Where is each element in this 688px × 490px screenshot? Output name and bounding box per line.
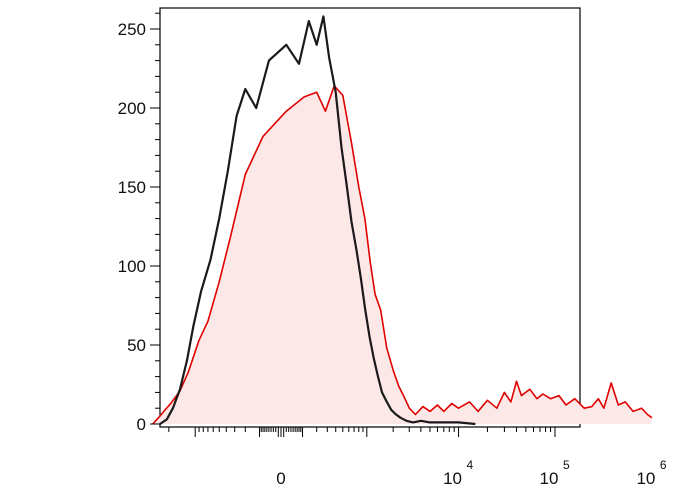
x-tick-exponent: 4 [467, 458, 474, 472]
x-tick-label: 0 [276, 469, 285, 488]
y-tick-label: 0 [137, 415, 146, 434]
series-0-line [152, 85, 653, 425]
x-tick-label: 10 5 [540, 458, 570, 488]
y-tick-label: 250 [118, 20, 146, 39]
series-1-line [159, 15, 476, 426]
series-layer [152, 15, 653, 426]
y-axis: 0 50 100 150 200 250 [118, 12, 160, 434]
x-tick-base: 10 [636, 469, 655, 488]
x-tick-base: 10 [540, 469, 559, 488]
x-tick-label: 10 6 [636, 458, 666, 488]
y-tick-label: 200 [118, 99, 146, 118]
y-tick-label: 100 [118, 257, 146, 276]
y-tick-label: 50 [127, 336, 146, 355]
series-0-area [152, 85, 652, 425]
x-tick-label: 10 4 [443, 458, 473, 488]
x-tick-exponent: 5 [563, 458, 570, 472]
y-tick-label: 150 [118, 178, 146, 197]
x-axis: 0 10 4 10 5 10 6 [168, 427, 667, 488]
x-tick-base: 10 [443, 469, 462, 488]
plot-frame [159, 7, 581, 428]
x-tick-exponent: 6 [660, 458, 667, 472]
x-tick-base: 0 [276, 469, 285, 488]
